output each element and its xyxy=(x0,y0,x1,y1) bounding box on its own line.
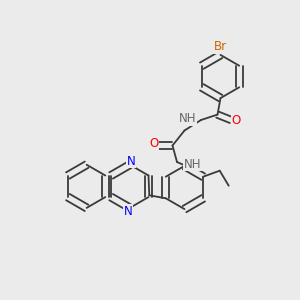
Text: NH: NH xyxy=(184,158,201,171)
Text: O: O xyxy=(149,137,158,150)
Text: N: N xyxy=(127,154,136,168)
Text: N: N xyxy=(124,205,133,218)
Text: Br: Br xyxy=(214,40,227,53)
Text: NH: NH xyxy=(179,112,196,125)
Text: O: O xyxy=(232,113,241,127)
